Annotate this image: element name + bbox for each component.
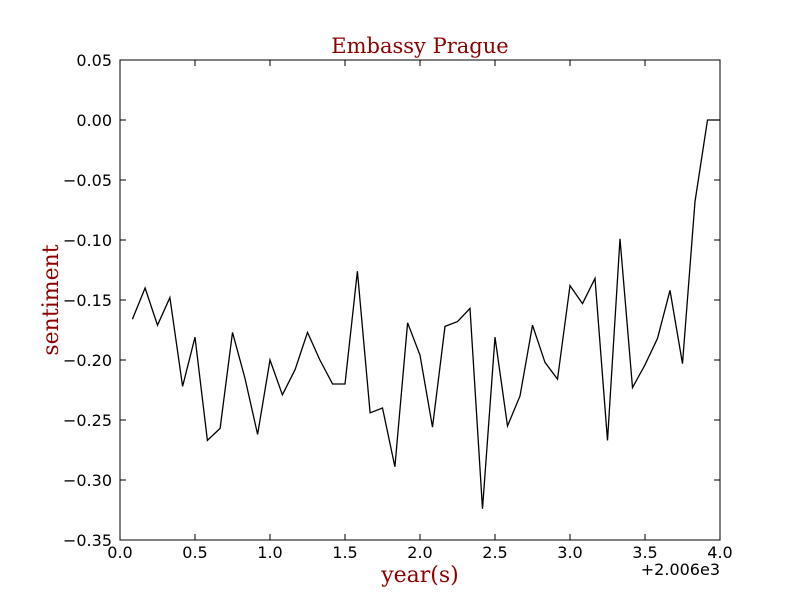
y-tick-label: −0.30 (63, 471, 112, 490)
y-axis-title: sentiment (39, 244, 64, 355)
x-tick-label: 3.5 (632, 543, 657, 562)
x-tick-label: 0.5 (182, 543, 207, 562)
y-tick-label: −0.05 (63, 171, 112, 190)
y-tick-label: −0.10 (63, 231, 112, 250)
x-axis-title: year(s) (380, 563, 459, 588)
plot-frame (119, 59, 721, 541)
y-tick-label: −0.20 (63, 351, 112, 370)
x-tick-label: 2.5 (482, 543, 507, 562)
y-tick-label: 0.05 (76, 51, 112, 70)
y-tick-label: 0.00 (76, 111, 112, 130)
x-tick-label: 1.0 (257, 543, 282, 562)
plot-background (120, 60, 720, 540)
x-tick-label: 2.0 (407, 543, 432, 562)
y-tick-label: −0.25 (63, 411, 112, 430)
chart-title: Embassy Prague (331, 34, 508, 58)
y-axis-ticks: 0.05 0.00 −0.05 −0.10 −0.15 −0.20 −0.25 −0.30 −0… (63, 51, 720, 550)
sentiment-series-line (131, 119, 720, 509)
plot-area: 0.05 0.00 −0.05 −0.10 −0.15 −0.20 −0.25 −0.30 −0… (63, 51, 733, 562)
y-tick-label: −0.15 (63, 291, 112, 310)
x-tick-label: 3.0 (557, 543, 582, 562)
x-axis-ticks: 0.0 0.5 1.0 1.5 2.0 2.5 3.0 3.5 4.0 (107, 60, 733, 562)
x-axis-offset-label: +2.006e3 (641, 560, 720, 579)
x-tick-label: 0.0 (107, 543, 132, 562)
y-tick-label: −0.35 (63, 531, 112, 550)
x-tick-label: 4.0 (707, 543, 732, 562)
x-tick-label: 1.5 (332, 543, 357, 562)
